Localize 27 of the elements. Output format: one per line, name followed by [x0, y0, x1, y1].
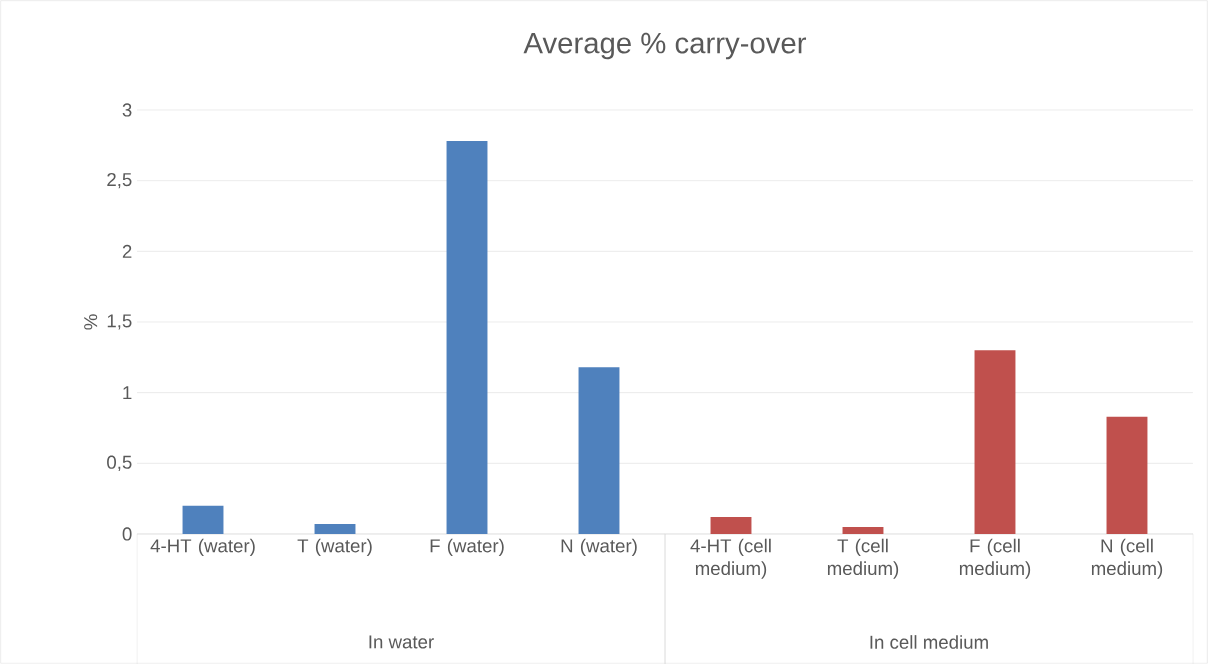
y-tick-label: 2,5	[107, 172, 132, 189]
x-tick-label: T (cell medium)	[827, 538, 899, 579]
y-tick-label: 1,5	[107, 314, 132, 330]
x-tick-label: T (water)	[297, 538, 372, 557]
x-tick-label: 4-HT (cell medium)	[690, 538, 771, 579]
chart-title: Average % carry-over	[523, 32, 807, 60]
y-tick-label: 3	[122, 103, 132, 117]
x-tick-label: F (cell medium)	[959, 538, 1031, 579]
x-tick-label: N (water)	[561, 538, 637, 557]
y-axis-title: %	[84, 314, 98, 330]
bar	[446, 141, 488, 534]
y-tick-label: 1	[123, 386, 132, 400]
x-tick-label: 4-HT (water)	[150, 538, 255, 557]
bar	[314, 524, 356, 534]
x-tick-label: F (water)	[430, 538, 504, 557]
text: In water	[369, 635, 434, 649]
y-tick-label: 0,5	[107, 455, 132, 472]
x-tick-label: N (cell medium)	[1091, 538, 1163, 579]
bar	[974, 350, 1016, 534]
bar	[182, 505, 224, 534]
bar	[842, 526, 884, 534]
text: In cell medium	[870, 635, 988, 649]
y-tick-label: 2	[122, 244, 132, 258]
y-tick-label: 0	[122, 527, 132, 541]
bar	[1106, 416, 1148, 534]
bar	[578, 367, 620, 534]
bar	[710, 517, 752, 534]
